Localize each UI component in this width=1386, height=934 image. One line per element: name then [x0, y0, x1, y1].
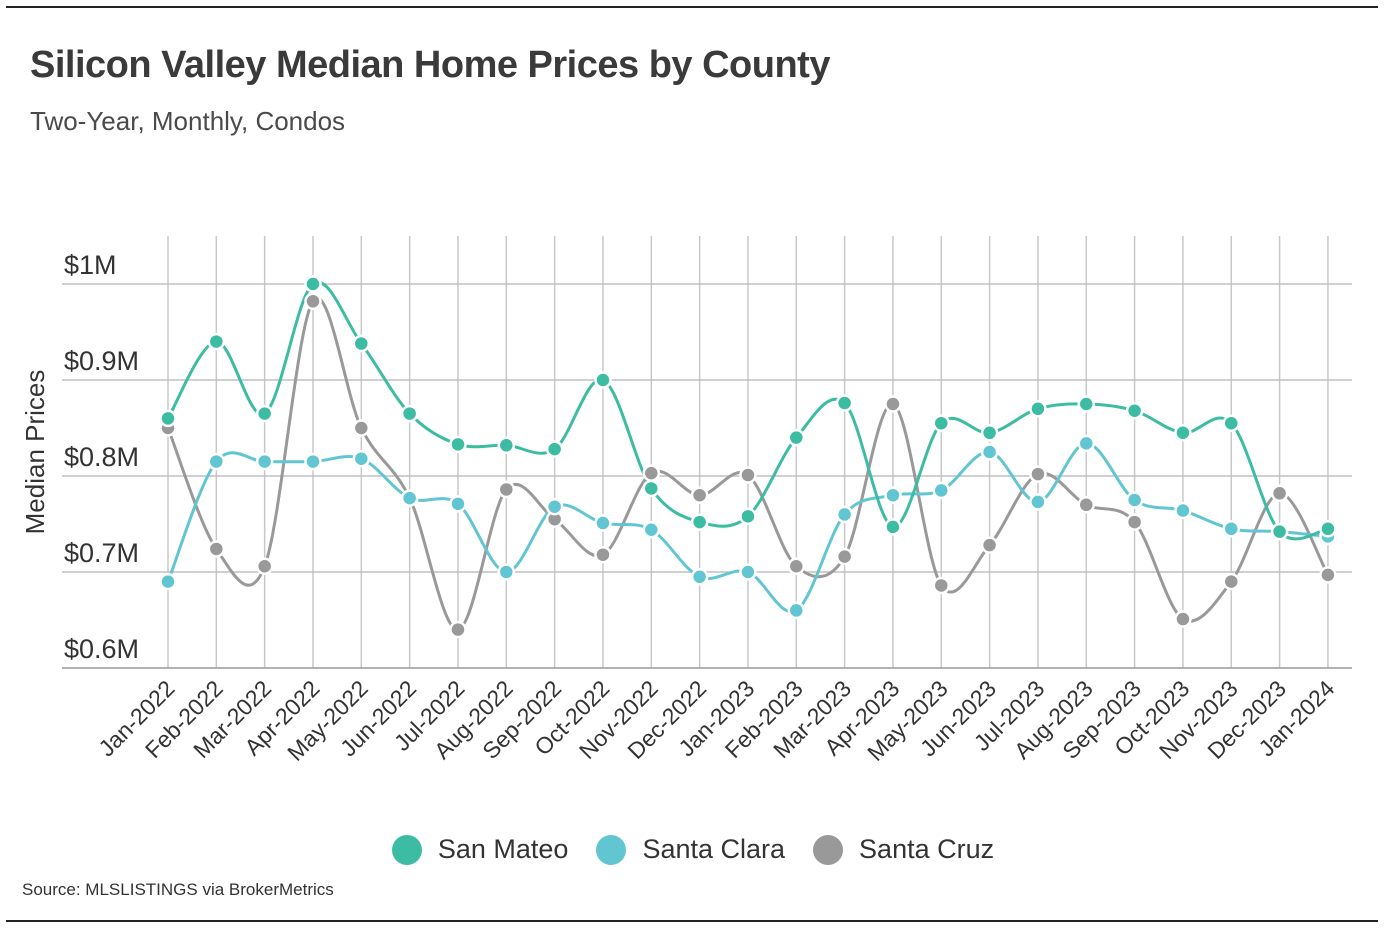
- point-santa-cruz-apr-2022[interactable]: [304, 292, 322, 311]
- chart-subtitle: Two-Year, Monthly, Condos: [30, 106, 346, 136]
- point-santa-cruz-oct-2023[interactable]: [1174, 610, 1192, 628]
- point-santa-clara-jul-2022[interactable]: [449, 495, 467, 513]
- point-santa-cruz-jun-2023[interactable]: [980, 536, 999, 554]
- point-san-mateo-feb-2022[interactable]: [207, 332, 226, 351]
- point-santa-cruz-sep-2023[interactable]: [1125, 513, 1144, 531]
- point-santa-cruz-oct-2022[interactable]: [594, 545, 612, 564]
- point-san-mateo-apr-2022[interactable]: [304, 275, 322, 293]
- point-san-mateo-may-2022[interactable]: [352, 334, 371, 353]
- point-santa-cruz-jan-2024[interactable]: [1319, 566, 1337, 584]
- point-santa-cruz-mar-2022[interactable]: [255, 557, 274, 575]
- y-tick-label: $0.7M: [64, 538, 139, 568]
- legend-label-san-mateo: San Mateo: [437, 834, 569, 864]
- point-san-mateo-aug-2022[interactable]: [497, 436, 516, 455]
- point-santa-cruz-jan-2023[interactable]: [739, 466, 757, 484]
- point-santa-clara-may-2022[interactable]: [352, 449, 371, 468]
- point-san-mateo-feb-2023[interactable]: [787, 428, 806, 447]
- point-santa-clara-feb-2023[interactable]: [787, 601, 806, 620]
- point-santa-clara-jun-2022[interactable]: [400, 489, 419, 507]
- point-san-mateo-jul-2023[interactable]: [1029, 400, 1047, 418]
- y-axis-title: Median Prices: [20, 370, 50, 535]
- point-san-mateo-jun-2023[interactable]: [980, 424, 999, 442]
- point-santa-clara-may-2023[interactable]: [932, 481, 951, 500]
- point-santa-clara-nov-2023[interactable]: [1222, 520, 1241, 538]
- legend-item-san-mateo[interactable]: San Mateo: [391, 834, 569, 865]
- point-santa-cruz-jul-2022[interactable]: [449, 620, 467, 639]
- point-san-mateo-apr-2023[interactable]: [884, 518, 902, 536]
- source-note: Source: MLSLISTINGS via BrokerMetrics: [22, 880, 334, 899]
- point-santa-clara-oct-2023[interactable]: [1174, 501, 1192, 520]
- point-santa-cruz-aug-2022[interactable]: [497, 480, 516, 499]
- point-santa-clara-dec-2022[interactable]: [690, 568, 709, 586]
- point-santa-cruz-nov-2022[interactable]: [642, 464, 661, 482]
- point-santa-clara-jan-2023[interactable]: [739, 563, 757, 581]
- point-santa-cruz-nov-2023[interactable]: [1222, 572, 1241, 591]
- point-san-mateo-jul-2022[interactable]: [449, 435, 467, 454]
- point-santa-clara-feb-2022[interactable]: [207, 452, 226, 471]
- point-san-mateo-jan-2024[interactable]: [1319, 520, 1337, 538]
- point-san-mateo-jun-2022[interactable]: [400, 404, 419, 423]
- point-santa-clara-sep-2023[interactable]: [1125, 491, 1144, 509]
- point-santa-cruz-apr-2023[interactable]: [884, 395, 902, 413]
- point-santa-cruz-dec-2022[interactable]: [690, 486, 709, 504]
- point-santa-clara-apr-2022[interactable]: [304, 452, 322, 471]
- point-santa-clara-mar-2023[interactable]: [835, 505, 854, 524]
- point-san-mateo-mar-2023[interactable]: [835, 394, 854, 412]
- chart-title: Silicon Valley Median Home Prices by Cou…: [30, 44, 830, 86]
- point-san-mateo-mar-2022[interactable]: [255, 404, 274, 423]
- point-santa-cruz-feb-2023[interactable]: [787, 557, 806, 575]
- legend-label-santa-clara: Santa Clara: [642, 834, 786, 864]
- point-santa-cruz-may-2023[interactable]: [932, 576, 951, 595]
- y-tick-label: $0.8M: [64, 442, 139, 472]
- legend-item-santa-cruz[interactable]: Santa Cruz: [813, 834, 994, 865]
- point-santa-clara-apr-2023[interactable]: [884, 486, 902, 504]
- point-santa-cruz-feb-2022[interactable]: [207, 540, 226, 558]
- point-santa-clara-aug-2023[interactable]: [1077, 434, 1096, 453]
- point-san-mateo-nov-2022[interactable]: [642, 479, 661, 498]
- legend: San Mateo Santa Clara Santa Cruz: [0, 834, 1386, 865]
- point-santa-cruz-aug-2023[interactable]: [1077, 496, 1096, 514]
- series-line-santa-cruz: [166, 296, 1330, 632]
- point-san-mateo-dec-2022[interactable]: [690, 513, 709, 531]
- point-santa-clara-jun-2023[interactable]: [980, 443, 999, 461]
- point-san-mateo-may-2023[interactable]: [932, 414, 951, 432]
- point-santa-clara-jul-2023[interactable]: [1029, 493, 1047, 511]
- point-san-mateo-jan-2022[interactable]: [159, 409, 177, 428]
- point-santa-cruz-dec-2023[interactable]: [1270, 484, 1289, 503]
- top-rule: [6, 6, 1378, 8]
- y-tick-label: $0.6M: [64, 634, 139, 664]
- point-santa-clara-mar-2022[interactable]: [255, 452, 274, 471]
- data-points: [159, 275, 1337, 639]
- legend-label-santa-cruz: Santa Cruz: [859, 834, 995, 864]
- legend-swatch-san-mateo: [391, 834, 422, 865]
- y-tick-label: $0.9M: [64, 346, 139, 376]
- point-san-mateo-dec-2023[interactable]: [1270, 522, 1289, 541]
- legend-swatch-santa-cruz: [813, 834, 844, 865]
- point-san-mateo-sep-2023[interactable]: [1125, 401, 1144, 420]
- point-san-mateo-jan-2023[interactable]: [739, 507, 757, 526]
- bottom-rule: [6, 920, 1378, 922]
- point-santa-clara-nov-2022[interactable]: [642, 521, 661, 539]
- point-santa-cruz-may-2022[interactable]: [352, 419, 371, 437]
- grid-lines: [62, 236, 1352, 669]
- point-santa-clara-oct-2022[interactable]: [594, 514, 612, 532]
- point-san-mateo-oct-2023[interactable]: [1174, 424, 1192, 442]
- point-santa-cruz-jul-2023[interactable]: [1029, 465, 1047, 483]
- point-san-mateo-sep-2022[interactable]: [545, 440, 564, 458]
- legend-item-santa-clara[interactable]: Santa Clara: [596, 834, 785, 865]
- point-san-mateo-aug-2023[interactable]: [1077, 395, 1096, 413]
- y-tick-label: $1M: [64, 250, 117, 280]
- point-santa-clara-jan-2022[interactable]: [159, 572, 177, 591]
- legend-swatch-santa-clara: [596, 834, 627, 865]
- point-san-mateo-nov-2023[interactable]: [1222, 414, 1241, 432]
- point-santa-clara-sep-2022[interactable]: [545, 497, 564, 516]
- point-san-mateo-oct-2022[interactable]: [594, 371, 612, 389]
- point-santa-clara-aug-2022[interactable]: [497, 563, 516, 581]
- point-santa-cruz-mar-2023[interactable]: [835, 547, 854, 566]
